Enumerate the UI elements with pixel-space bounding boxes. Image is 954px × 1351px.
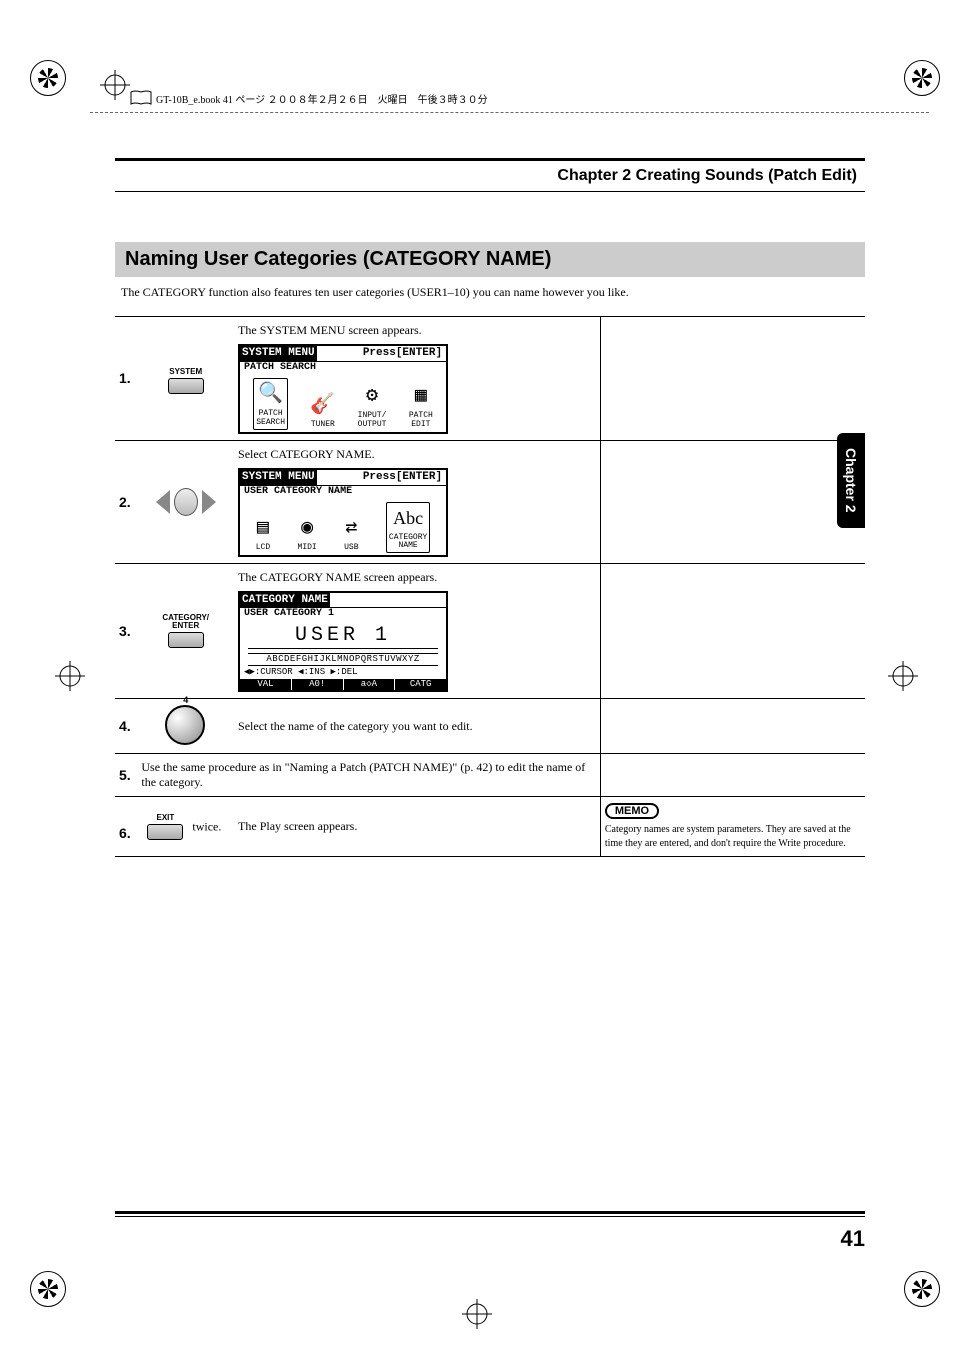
step-desc: The SYSTEM MENU screen appears. bbox=[238, 323, 596, 338]
footer-rule bbox=[115, 1211, 865, 1217]
lcd-hint-cell: a◇A bbox=[344, 679, 395, 690]
step-desc: Use the same procedure as in "Naming a P… bbox=[141, 760, 596, 790]
button-rect-icon bbox=[147, 824, 183, 840]
lcd-item: AbcCATEGORYNAME bbox=[386, 502, 430, 554]
lcd-title: CATEGORY NAME bbox=[240, 593, 330, 608]
exit-button: EXIT bbox=[141, 814, 189, 840]
lcd-action: Press[ENTER] bbox=[317, 470, 446, 486]
exit-button-label: EXIT bbox=[141, 814, 189, 822]
category-enter-label: CATEGORY/ ENTER bbox=[162, 614, 210, 630]
step-desc: Select CATEGORY NAME. bbox=[238, 447, 596, 462]
step-row-1: 1. SYSTEM The SYSTEM MENU screen appears… bbox=[115, 317, 865, 441]
step-row-6: 6. EXIT twice. The Play screen appears. … bbox=[115, 797, 865, 857]
memo-badge: MEMO bbox=[605, 803, 659, 819]
system-button: SYSTEM bbox=[162, 368, 210, 394]
step-number: 2. bbox=[115, 440, 137, 564]
page-number: 41 bbox=[841, 1226, 865, 1252]
section-intro: The CATEGORY function also features ten … bbox=[115, 285, 865, 300]
step-desc: Select the name of the category you want… bbox=[238, 719, 596, 734]
button-rect-icon bbox=[168, 632, 204, 648]
lcd-item: ▤LCD bbox=[256, 514, 270, 553]
lcd-action: Press[ENTER] bbox=[317, 346, 446, 362]
step-row-4: 4. 4 Select the name of the category you… bbox=[115, 699, 865, 754]
step-row-5: 5. Use the same procedure as in "Naming … bbox=[115, 754, 865, 797]
reg-mark-tl bbox=[30, 60, 70, 100]
step-number: 6. bbox=[115, 797, 137, 857]
memo-text: Category names are system parameters. Th… bbox=[605, 823, 861, 850]
section-title: Naming User Categories (CATEGORY NAME) bbox=[115, 242, 865, 277]
lcd-item: 🎸TUNER bbox=[310, 391, 335, 430]
lcd-item: 🔍PATCHSEARCH bbox=[253, 378, 288, 430]
lcd-value: USER 1 bbox=[240, 620, 446, 648]
step-number: 1. bbox=[115, 317, 137, 441]
crop-mark-bottom bbox=[462, 1299, 492, 1329]
book-icon bbox=[130, 90, 152, 106]
chapter-title: Chapter 2 Creating Sounds (Patch Edit) bbox=[121, 167, 857, 185]
book-info-text: GT-10B_e.book 41 ページ ２００８年２月２６日 火曜日 午後３時… bbox=[156, 91, 488, 106]
steps-table: 1. SYSTEM The SYSTEM MENU screen appears… bbox=[115, 316, 865, 857]
knob-icon: 4 bbox=[165, 705, 207, 747]
header-meta: GT-10B_e.book 41 ページ ２００８年２月２６日 火曜日 午後３時… bbox=[130, 90, 488, 106]
category-enter-button: CATEGORY/ ENTER bbox=[162, 614, 210, 648]
crop-mark-header bbox=[100, 70, 130, 100]
crop-mark-left bbox=[55, 661, 85, 691]
button-rect-icon bbox=[168, 378, 204, 394]
reg-mark-tr bbox=[904, 60, 944, 100]
step-desc: The CATEGORY NAME screen appears. bbox=[238, 570, 596, 585]
lcd-subtitle: USER CATEGORY NAME bbox=[240, 486, 446, 498]
lcd-item: ◉MIDI bbox=[298, 514, 317, 553]
lcd-item: ⇄USB bbox=[344, 514, 358, 553]
lcd-subtitle: PATCH SEARCH bbox=[240, 362, 446, 374]
lcd-title: SYSTEM MENU bbox=[240, 470, 317, 486]
knob-number: 4 bbox=[183, 695, 188, 705]
lcd-title: SYSTEM MENU bbox=[240, 346, 317, 362]
lcd-hint-cell: VAL bbox=[240, 679, 291, 690]
lcd-hint-cell: A0! bbox=[292, 679, 343, 690]
side-tab-label: Chapter 2 bbox=[837, 433, 865, 528]
press-suffix: twice. bbox=[189, 819, 221, 833]
chapter-header: Chapter 2 Creating Sounds (Patch Edit) bbox=[115, 158, 865, 192]
lcd-screen-1: SYSTEM MENU Press[ENTER] PATCH SEARCH 🔍P… bbox=[238, 344, 448, 434]
cursor-button-icon bbox=[156, 479, 216, 525]
step-number: 5. bbox=[115, 754, 137, 797]
lcd-subtitle: USER CATEGORY 1 bbox=[240, 608, 446, 620]
step-number: 4. bbox=[115, 699, 137, 754]
reg-mark-bl bbox=[30, 1271, 70, 1311]
lcd-item: ▦PATCHEDIT bbox=[409, 382, 433, 430]
system-button-label: SYSTEM bbox=[162, 368, 210, 376]
lcd-alphabet: ABCDEFGHIJKLMNOPQRSTUVWXYZ bbox=[248, 653, 438, 666]
crop-mark-right bbox=[888, 661, 918, 691]
step-number: 3. bbox=[115, 564, 137, 699]
lcd-hint-cell: CATG bbox=[395, 679, 446, 690]
side-tab: Chapter 2 bbox=[837, 433, 865, 528]
lcd-screen-2: SYSTEM MENU Press[ENTER] USER CATEGORY N… bbox=[238, 468, 448, 558]
dashed-rule bbox=[90, 112, 929, 113]
step-row-2: 2. Select CATEGORY NAME. SYSTEM MENU Pre… bbox=[115, 440, 865, 564]
lcd-hints: ◀▶:CURSOR ◀:INS ▶:DEL bbox=[240, 668, 446, 679]
step-desc: The Play screen appears. bbox=[238, 819, 596, 834]
reg-mark-br bbox=[904, 1271, 944, 1311]
step-row-3: 3. CATEGORY/ ENTER The CATEGORY NAME scr… bbox=[115, 564, 865, 699]
lcd-item: ⚙INPUT/OUTPUT bbox=[358, 382, 387, 430]
lcd-screen-3: CATEGORY NAME USER CATEGORY 1 USER 1 ABC… bbox=[238, 591, 448, 692]
